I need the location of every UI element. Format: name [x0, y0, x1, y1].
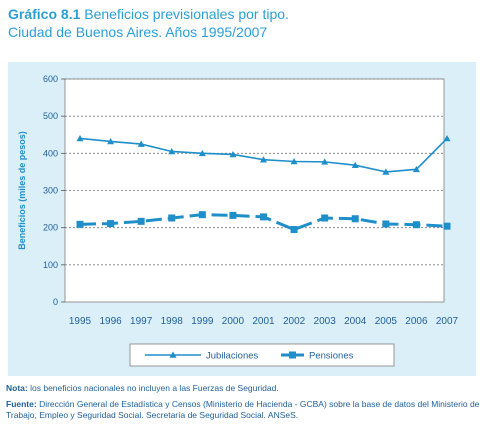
- x-tick-label: 2000: [222, 316, 245, 327]
- fuente-text: Dirección General de Estadística y Censo…: [6, 399, 480, 420]
- point-pensiones: [382, 220, 390, 228]
- point-pensiones: [137, 217, 145, 225]
- point-jubilaciones: [443, 134, 451, 142]
- fuente-label: Fuente:: [6, 399, 37, 409]
- point-jubilaciones: [412, 165, 420, 173]
- point-pensiones: [412, 221, 420, 229]
- x-tick-label: 2005: [375, 316, 398, 327]
- legend-label-jubilaciones: Jubilaciones: [206, 351, 259, 362]
- x-tick-label: 1997: [130, 316, 153, 327]
- y-tick-label: 500: [43, 111, 58, 121]
- chart-title: Beneficios previsionales por tipo.: [84, 6, 289, 22]
- point-pensiones: [260, 213, 267, 221]
- point-jubilaciones: [290, 158, 298, 165]
- y-tick-label: 0: [53, 297, 58, 307]
- point-jubilaciones: [198, 149, 206, 157]
- y-tick-label: 300: [43, 186, 58, 196]
- point-jubilaciones: [107, 137, 115, 145]
- line-chart: 0 100 200 300 400 500 600 1995 1996 1997 1998 1999 2…: [17, 74, 459, 367]
- x-tick-label: 1995: [69, 316, 92, 327]
- chart-subtitle: Ciudad de Buenos Aires. Años 1995/2007: [8, 24, 268, 40]
- x-tick-label: 2006: [405, 316, 428, 327]
- legend-marker-pensiones: [289, 351, 296, 359]
- x-tick-label: 2004: [344, 316, 367, 327]
- y-tick-label: 400: [43, 148, 58, 158]
- point-jubilaciones: [382, 168, 390, 175]
- point-jubilaciones: [321, 158, 329, 165]
- point-pensiones: [76, 220, 84, 228]
- point-jubilaciones: [168, 147, 176, 155]
- legend-label-pensiones: Pensiones: [309, 351, 354, 362]
- point-jubilaciones: [137, 140, 145, 147]
- y-tick-label: 600: [43, 74, 58, 84]
- point-pensiones: [198, 211, 206, 219]
- point-pensiones: [107, 220, 115, 228]
- legend-marker-jubilaciones: [169, 351, 177, 358]
- point-pensiones: [321, 214, 329, 222]
- point-pensiones: [229, 211, 237, 219]
- nota-label: Nota:: [6, 383, 28, 393]
- x-tick-label: 2003: [314, 316, 337, 327]
- point-pensiones: [443, 222, 451, 230]
- footer-notes: Nota: los beneficios nacionales no inclu…: [6, 383, 482, 426]
- x-tick-label: 1998: [161, 316, 184, 327]
- x-tick-label: 2007: [436, 316, 459, 327]
- graph-number: Gráfico 8.1: [8, 6, 81, 22]
- y-axis-label: Beneficios (miles de pesos): [17, 131, 27, 250]
- point-jubilaciones: [76, 134, 84, 142]
- title-line: Gráfico 8.1 Beneficios previsionales por…: [8, 5, 289, 23]
- point-pensiones: [168, 214, 176, 222]
- x-tick-label: 2001: [252, 316, 275, 327]
- chart-header: Gráfico 8.1 Beneficios previsionales por…: [8, 5, 289, 41]
- point-jubilaciones: [260, 156, 267, 163]
- y-tick-label: 100: [43, 260, 58, 270]
- point-pensiones: [351, 215, 359, 223]
- nota: Nota: los beneficios nacionales no inclu…: [6, 383, 482, 394]
- point-jubilaciones: [351, 161, 359, 169]
- x-tick-label: 1996: [99, 316, 122, 327]
- nota-text: los beneficios nacionales no incluyen a …: [30, 383, 279, 393]
- legend-box: [129, 343, 395, 367]
- chart-panel: 0 100 200 300 400 500 600 1995 1996 1997 1998 1999 2…: [8, 62, 476, 376]
- fuente: Fuente: Dirección General de Estadística…: [6, 399, 482, 421]
- point-pensiones: [290, 226, 298, 234]
- point-jubilaciones: [229, 150, 237, 158]
- y-tick-label: 200: [43, 223, 58, 233]
- x-tick-label: 2002: [283, 316, 306, 327]
- x-tick-label: 1999: [191, 316, 214, 327]
